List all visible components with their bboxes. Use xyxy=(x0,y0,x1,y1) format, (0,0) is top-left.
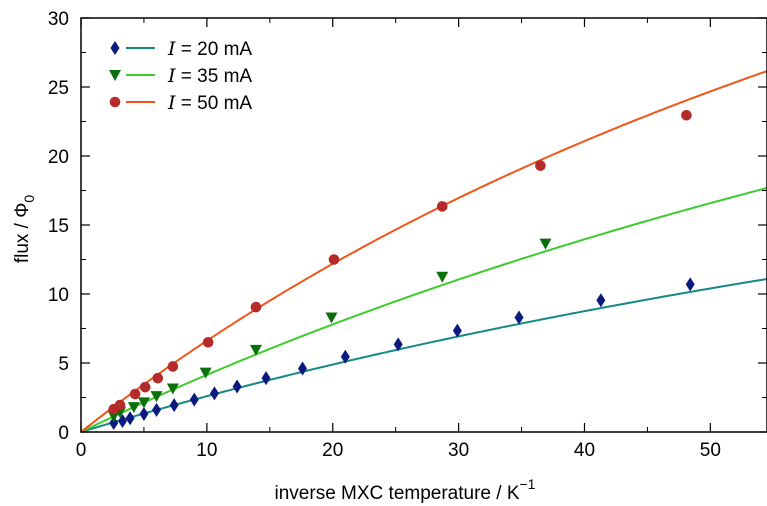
x-tick-label: 0 xyxy=(76,440,87,461)
legend-label-italic: I xyxy=(167,65,176,87)
data-point-series-2 xyxy=(436,271,449,283)
data-point-series-2 xyxy=(127,402,140,414)
fit-curve-series-2 xyxy=(80,187,767,433)
y-tick-label: 15 xyxy=(48,216,69,237)
legend: I = 20 mAI = 35 mAI = 50 mA xyxy=(109,38,252,114)
data-point-series-1 xyxy=(596,293,606,308)
legend-label-italic: I xyxy=(167,38,176,60)
x-tick-label: 10 xyxy=(196,440,217,461)
data-point-series-3 xyxy=(535,160,546,171)
data-point-series-2 xyxy=(166,383,179,395)
axes xyxy=(80,17,767,433)
x-axis-label: inverse MXC temperature / K−1 xyxy=(275,476,536,504)
data-point-series-1 xyxy=(232,379,242,394)
data-point-series-2 xyxy=(199,367,212,379)
data-point-series-1 xyxy=(139,407,149,422)
y-axis-label-subscript: 0 xyxy=(21,195,37,203)
tick-labels: 0 10 20 30 40 50 0 5 10 15 20 25 30 xyxy=(48,9,721,461)
legend-label-series-3: I = 50 mA xyxy=(167,92,252,114)
legend-label-italic: I xyxy=(167,92,176,114)
y-axis-label-text: flux / Φ xyxy=(12,203,33,264)
data-point-series-1 xyxy=(685,277,695,292)
data-point-series-2 xyxy=(137,397,150,409)
data-point-series-1 xyxy=(261,371,271,386)
data-point-series-1 xyxy=(109,416,119,431)
x-tick-label: 20 xyxy=(322,440,343,461)
data-point-series-1 xyxy=(209,386,219,401)
data-point-series-3 xyxy=(250,301,262,313)
data-point-series-1 xyxy=(189,392,199,407)
data-point-series-3 xyxy=(328,254,340,265)
data-point-series-3 xyxy=(167,361,179,372)
y-tick-label: 25 xyxy=(48,78,69,99)
data-point-series-2 xyxy=(249,344,262,356)
y-tick-label: 30 xyxy=(48,9,69,30)
y-tick-label: 0 xyxy=(58,423,69,444)
data-point-series-1 xyxy=(340,349,350,364)
legend-label-rest: = 35 mA xyxy=(176,66,253,87)
data-point-series-1 xyxy=(393,337,403,352)
data-point-series-3 xyxy=(436,201,448,212)
data-point-series-3 xyxy=(681,109,692,121)
fit-curves xyxy=(80,70,767,433)
y-tick-label: 5 xyxy=(58,354,69,375)
data-point-series-3 xyxy=(152,372,164,384)
x-axis-label-superscript: −1 xyxy=(520,476,536,492)
legend-marker-series-3 xyxy=(109,96,121,108)
x-tick-label: 50 xyxy=(700,440,721,461)
y-tick-label: 10 xyxy=(48,285,69,306)
legend-label-series-1: I = 20 mA xyxy=(167,38,252,60)
data-point-series-1 xyxy=(169,398,179,413)
data-point-series-2 xyxy=(539,238,552,250)
data-point-series-2 xyxy=(150,391,163,403)
legend-label-rest: = 20 mA xyxy=(176,39,253,60)
data-point-series-1 xyxy=(152,402,162,417)
data-point-series-1 xyxy=(514,310,524,325)
legend-marker-series-2 xyxy=(109,70,121,81)
data-point-series-1 xyxy=(125,411,135,426)
data-point-series-1 xyxy=(452,323,462,338)
data-point-series-2 xyxy=(325,312,338,324)
x-tick-label: 40 xyxy=(574,440,595,461)
legend-label-rest: = 50 mA xyxy=(176,93,253,114)
fit-curve-series-3 xyxy=(80,70,767,433)
data-markers xyxy=(107,109,695,431)
y-tick-label: 20 xyxy=(48,147,69,168)
legend-marker-series-1 xyxy=(110,41,120,55)
y-axis-label: flux / Φ0 xyxy=(12,195,37,264)
data-point-series-1 xyxy=(298,361,308,376)
data-point-series-2 xyxy=(107,411,120,423)
data-point-series-3 xyxy=(202,337,214,348)
x-axis-label-text: inverse MXC temperature / K xyxy=(275,483,520,504)
data-point-series-3 xyxy=(114,399,126,411)
data-point-series-3 xyxy=(139,381,151,393)
legend-label-series-2: I = 35 mA xyxy=(167,65,252,87)
data-point-series-3 xyxy=(129,388,141,400)
x-tick-label: 30 xyxy=(448,440,469,461)
